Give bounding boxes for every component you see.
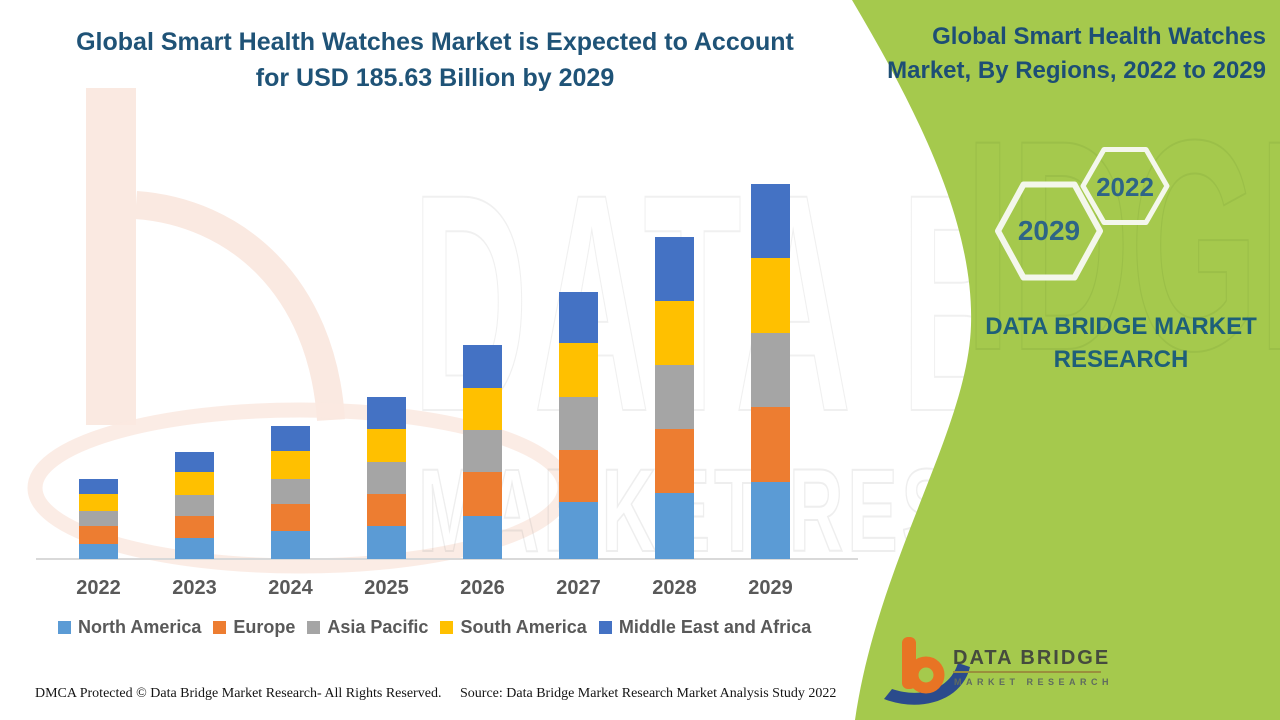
bar-segment [463, 344, 502, 389]
x-axis-label: 2028 [652, 577, 697, 599]
chart-title-line1: Global Smart Health Watches Market is Ex… [76, 28, 794, 56]
bar-segment [79, 525, 118, 545]
chart-title-line2: for USD 185.63 Billion by 2029 [255, 64, 615, 92]
bar-segment [79, 479, 118, 495]
bar-segment [367, 526, 406, 559]
bar-segment [751, 407, 790, 482]
dmca-notice: DMCA Protected © Data Bridge Market Rese… [35, 686, 442, 701]
x-axis-label: 2027 [556, 577, 601, 599]
bar-segment [367, 397, 406, 430]
hexagon-2022-label: 2022 [1096, 172, 1154, 202]
watermark-panel-text: IDGE [965, 95, 1280, 413]
watermark-data-bridge-text: DATA B [411, 129, 1023, 476]
bar-segment [271, 450, 310, 479]
bar-segment [559, 449, 598, 503]
panel-title-line2: Market, By Regions, 2022 to 2029 [887, 57, 1266, 84]
x-axis-line [36, 558, 858, 560]
legend-swatch-icon [213, 621, 227, 634]
data-bridge-logo-icon [884, 637, 970, 705]
bar-segment [271, 530, 310, 559]
bar-segment [271, 479, 310, 505]
hexagon-2029-label: 2029 [1017, 215, 1081, 246]
panel-watermark-clip: IDGE [965, 95, 1280, 495]
x-axis-label: 2022 [76, 577, 121, 599]
panel-brand-text: DATA BRIDGE MARKET RESEARCH [931, 310, 1280, 376]
legend-item: South America [440, 617, 587, 638]
chart-title: Global Smart Health Watches Market is Ex… [60, 24, 810, 96]
legend-swatch-icon [307, 621, 321, 634]
legend-label: North America [78, 617, 202, 637]
x-axis-label: 2024 [268, 577, 313, 599]
bar-segment [271, 504, 310, 531]
legend-item: North America [58, 617, 201, 638]
legend-item: Middle East and Africa [598, 617, 812, 638]
bar-segment [271, 425, 310, 451]
bar-segment [367, 494, 406, 527]
bar-segment [463, 430, 502, 472]
legend-label: South America [460, 617, 587, 637]
legend-item: Europe [213, 617, 295, 638]
logo-underline [953, 671, 1101, 673]
legend-label: Asia Pacific [327, 617, 429, 637]
bar-segment [655, 365, 694, 430]
bar-segment [655, 429, 694, 494]
bar-segment [751, 184, 790, 259]
bar-segment [751, 258, 790, 333]
bar-segment [367, 461, 406, 495]
bar-segment [655, 300, 694, 366]
bar-segment [79, 494, 118, 511]
legend-label: Europe [233, 617, 296, 637]
legend-swatch-icon [58, 621, 71, 634]
bar-segment [559, 292, 598, 344]
bar-segment [559, 502, 598, 559]
bar-segment [79, 544, 118, 559]
panel-title: Global Smart Health Watches Market, By R… [876, 20, 1266, 88]
bar-segment [559, 343, 598, 398]
bar-segment [367, 429, 406, 462]
panel-brand-line2: RESEARCH [1053, 346, 1189, 373]
source-note: Source: Data Bridge Market Research Mark… [460, 686, 837, 701]
bar-segment [751, 481, 790, 559]
bar-segment [463, 471, 502, 516]
bar-segment [175, 537, 214, 559]
hexagon-2022 [1080, 147, 1170, 225]
bar-segment [79, 510, 118, 526]
legend-swatch-icon [598, 621, 612, 634]
x-axis-label: 2026 [460, 577, 505, 599]
hexagon-2029 [995, 181, 1103, 281]
chart-legend: North America Europe Asia Pacific South Ame… [58, 617, 811, 638]
bar-segment [559, 397, 598, 450]
logo-subtitle-text: MARKET RESEARCH [954, 677, 1114, 687]
legend-label: Middle East and Africa [618, 617, 812, 637]
legend-swatch-icon [440, 621, 454, 634]
panel-title-line1: Global Smart Health Watches [932, 23, 1266, 50]
bar-segment [463, 388, 502, 431]
bar-segment [655, 236, 694, 301]
x-axis-label: 2029 [748, 577, 793, 599]
bar-segment [175, 452, 214, 473]
bar-segment [655, 493, 694, 559]
bar-segment [175, 494, 214, 517]
bar-segment [175, 516, 214, 538]
bar-segment [751, 332, 790, 408]
panel-brand-line1: DATA BRIDGE MARKET [985, 313, 1257, 340]
bar-segment [463, 515, 502, 559]
logo-name-text: DATA BRIDGE [953, 647, 1111, 669]
legend-item: Asia Pacific [307, 617, 428, 638]
x-axis-label: 2023 [172, 577, 217, 599]
x-axis-label: 2025 [364, 577, 409, 599]
bar-segment [175, 472, 214, 495]
